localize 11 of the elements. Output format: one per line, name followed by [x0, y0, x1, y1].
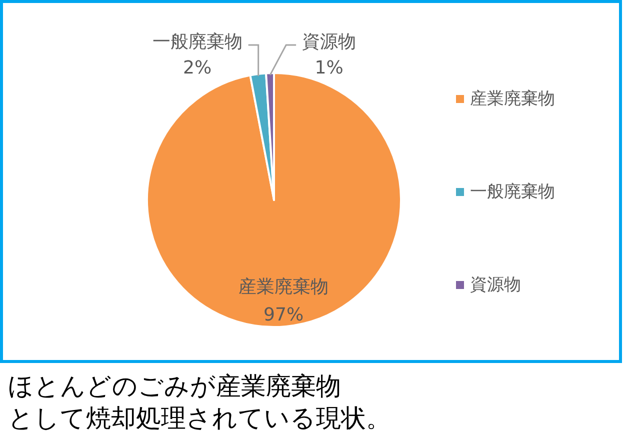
slice-label: 産業廃棄物 — [238, 276, 329, 298]
data-label: 1% — [314, 58, 344, 78]
legend-label: 一般廃棄物 — [470, 182, 555, 202]
pie-slice — [146, 72, 402, 328]
data-label: 97% — [264, 304, 304, 326]
slice-label: 資源物 — [302, 32, 356, 52]
data-label: 2% — [183, 58, 212, 78]
legend-label: 産業廃棄物 — [470, 89, 555, 109]
slice-label: 一般廃棄物 — [152, 32, 242, 52]
legend-label: 資源物 — [470, 275, 521, 295]
text: ほとんどのごみが産業廃棄物として焼却処理されている現状。 — [8, 372, 391, 432]
